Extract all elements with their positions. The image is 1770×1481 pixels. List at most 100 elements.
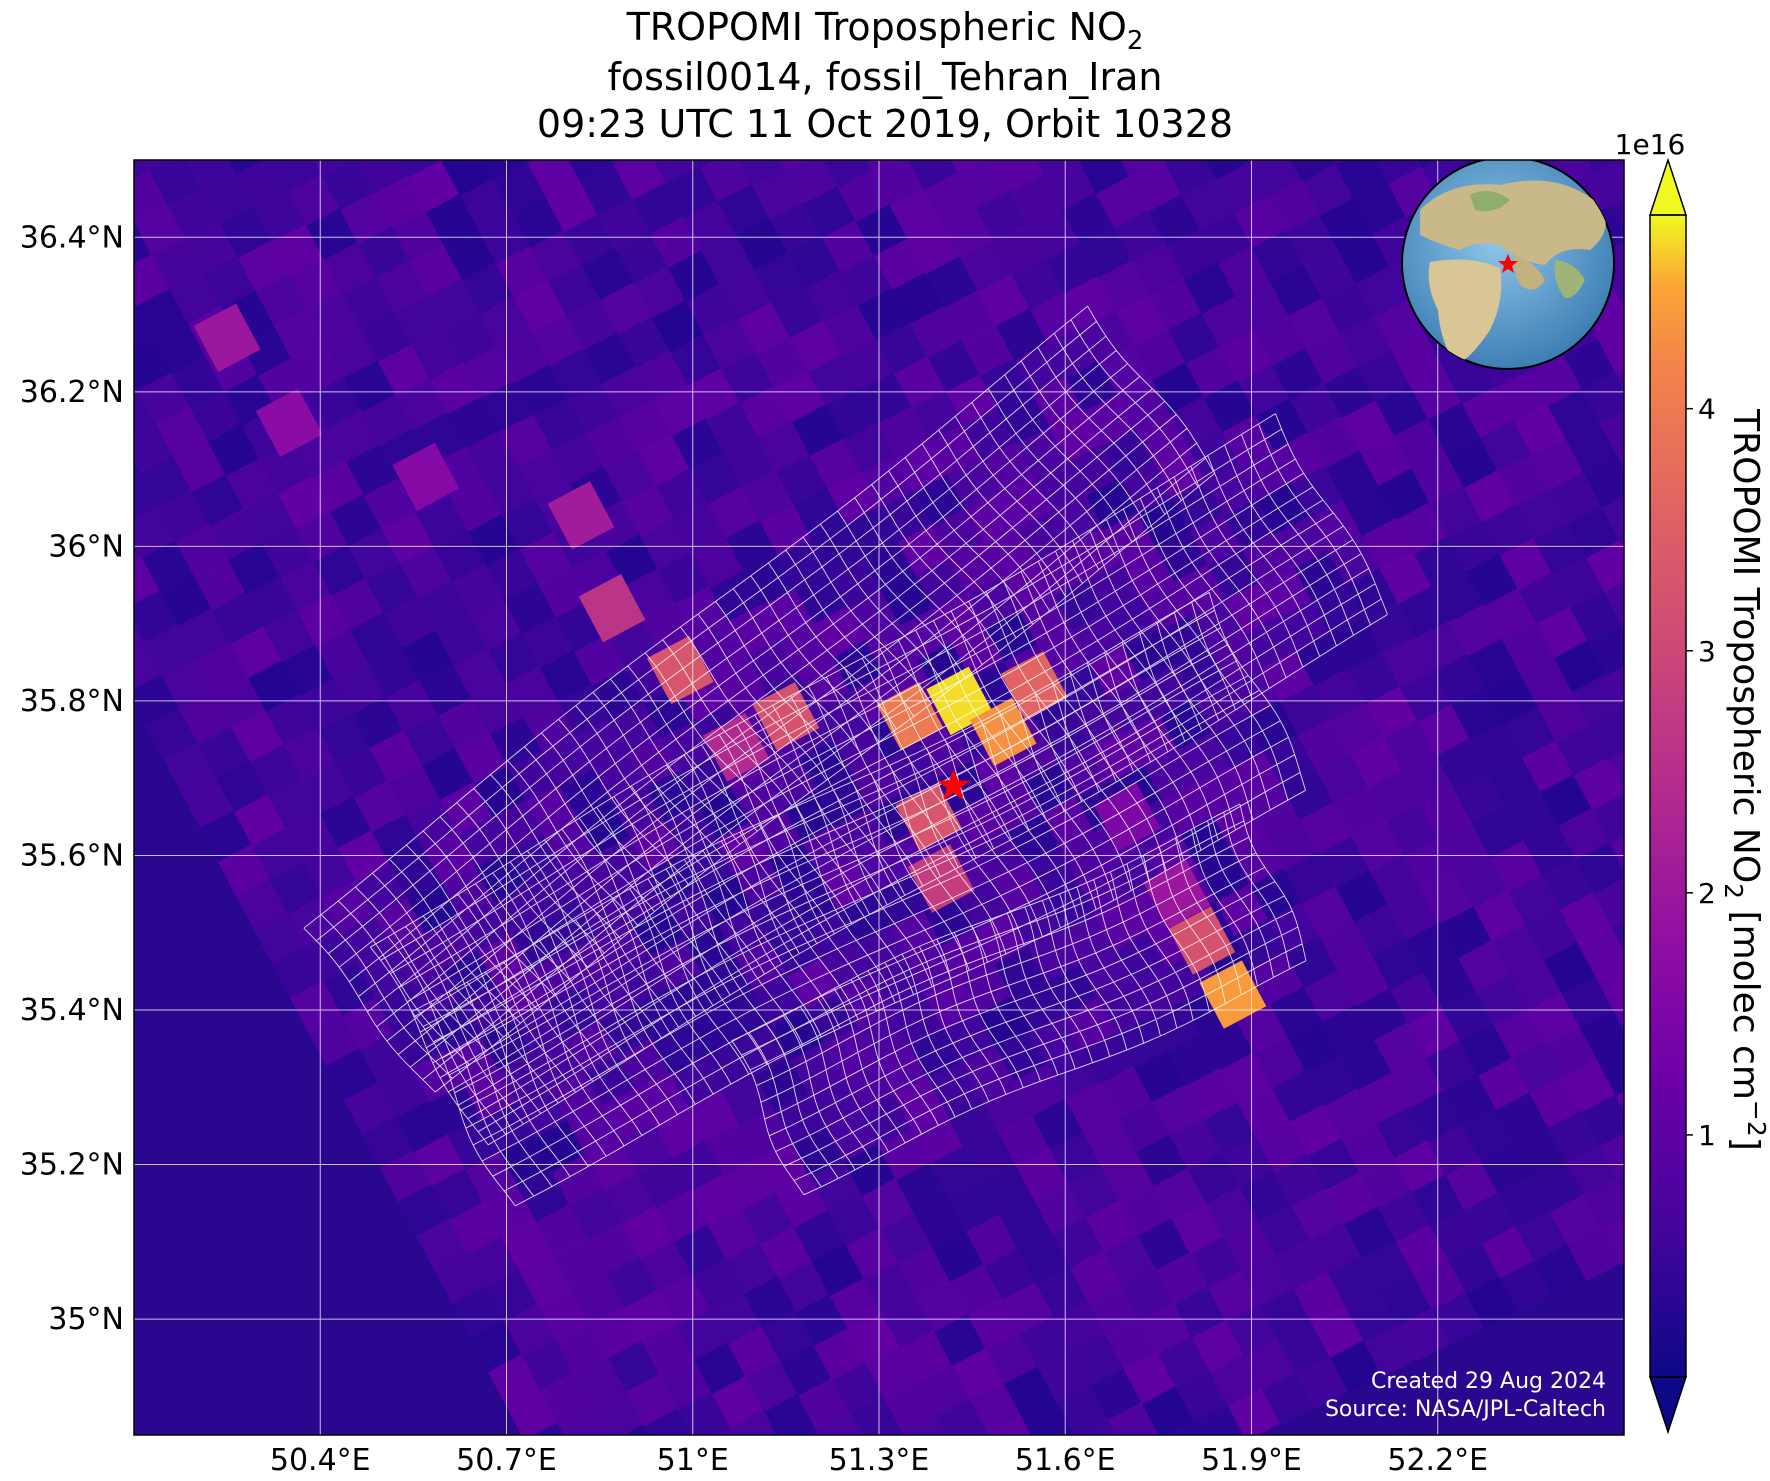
no2-pixel xyxy=(1307,416,1361,470)
no2-pixel xyxy=(1390,972,1443,1026)
no2-pixel xyxy=(1126,714,1179,768)
no2-pixel xyxy=(1124,1352,1177,1406)
no2-pixel xyxy=(537,566,591,620)
no2-pixel xyxy=(327,410,381,464)
no2-pixel xyxy=(858,288,911,342)
no2-pixel xyxy=(1206,1186,1259,1240)
no2-pixel xyxy=(1088,1284,1141,1338)
no2-pixel xyxy=(862,456,915,510)
no2-pixel xyxy=(639,518,693,572)
no2-pixel xyxy=(303,846,357,900)
no2-pixel xyxy=(703,1040,757,1094)
no2-pixel xyxy=(1346,1290,1399,1344)
no2-pixel xyxy=(455,732,509,786)
no2-pixel xyxy=(684,200,737,254)
no2-pixel xyxy=(452,564,505,618)
no2-pixel xyxy=(1362,1240,1415,1294)
no2-pixel xyxy=(295,510,349,564)
no2-pixel xyxy=(771,286,825,340)
no2-pixel xyxy=(1306,1054,1359,1108)
no2-pixel xyxy=(426,194,479,248)
no2-pixel xyxy=(788,958,841,1012)
no2-pixel xyxy=(144,624,197,678)
no2-pixel xyxy=(1136,1134,1189,1188)
x-tick-label: 51°E xyxy=(657,1443,729,1478)
no2-pixel xyxy=(1217,246,1271,300)
no2-pixel xyxy=(1398,586,1451,640)
no2-pixel xyxy=(1048,1048,1101,1102)
no2-pixel xyxy=(1019,1316,1073,1370)
no2-pixel xyxy=(297,594,351,648)
no2-pixel xyxy=(1022,1400,1075,1435)
no2-pixel xyxy=(560,768,613,822)
no2-pixel xyxy=(1505,790,1559,844)
no2-pixel xyxy=(253,912,307,966)
no2-pixel xyxy=(735,218,789,272)
no2-pixel xyxy=(677,1392,731,1435)
no2-pixel xyxy=(1386,804,1439,858)
no2-pixel xyxy=(827,1194,881,1248)
no2-pixel xyxy=(1315,752,1369,806)
no2-pixel xyxy=(782,1428,835,1435)
no2-pixel xyxy=(1300,802,1353,856)
no2-pixel xyxy=(1444,1074,1497,1128)
no2-pixel xyxy=(1500,538,1553,592)
colorbar-extend-min xyxy=(1648,1376,1688,1435)
no2-pixel xyxy=(1504,706,1557,760)
no2-pixel xyxy=(1356,266,1409,320)
no2-pixel xyxy=(824,304,877,358)
no2-pixel xyxy=(1289,382,1343,436)
no2-pixel xyxy=(435,614,489,668)
no2-pixel xyxy=(1590,708,1624,762)
no2-pixel xyxy=(738,302,791,356)
no2-pixel xyxy=(395,1100,449,1154)
no2-pixel xyxy=(202,172,255,226)
no2-pixel xyxy=(1167,312,1221,366)
no2-pixel xyxy=(174,440,227,494)
no2-pixel xyxy=(342,276,395,330)
no2-pixel xyxy=(1228,1388,1281,1435)
no2-pixel xyxy=(809,1160,863,1214)
no2-pixel xyxy=(575,718,629,772)
no2-pixel xyxy=(231,710,285,764)
no2-pixel xyxy=(1116,1016,1169,1070)
no2-pixel xyxy=(315,628,369,682)
no2-pixel xyxy=(1334,786,1387,840)
no2-pixel xyxy=(1478,1058,1531,1112)
no2-pixel xyxy=(1486,672,1539,726)
no2-pixel xyxy=(322,160,375,212)
no2-pixel xyxy=(792,1126,845,1180)
no2-pixel xyxy=(719,268,773,322)
no2-pixel xyxy=(1204,1102,1257,1156)
no2-pixel xyxy=(1414,1258,1467,1312)
no2-pixel xyxy=(723,1158,777,1212)
no2-pixel xyxy=(856,926,909,980)
no2-pixel xyxy=(377,344,431,398)
no2-pixel xyxy=(739,386,793,440)
no2-pixel xyxy=(1355,988,1409,1042)
no2-pixel xyxy=(1118,1100,1171,1154)
no2-pixel xyxy=(984,1248,1037,1302)
no2-pixel xyxy=(746,1360,799,1414)
no2-pixel xyxy=(948,1180,1001,1234)
no2-pixel xyxy=(608,1340,661,1394)
no2-pixel xyxy=(177,608,231,662)
no2-pixel xyxy=(140,456,193,510)
no2-pixel xyxy=(335,746,389,800)
no2-pixel xyxy=(1291,1188,1345,1242)
no2-pixel xyxy=(1176,1370,1229,1424)
no2-pixel xyxy=(698,788,751,842)
no2-pixel xyxy=(1514,1126,1567,1180)
no2-pixel xyxy=(884,1380,937,1434)
no2-pixel xyxy=(742,1192,795,1246)
no2-pixel xyxy=(1378,468,1431,522)
no2-pixel xyxy=(777,538,831,592)
no2-pixel xyxy=(759,504,813,558)
no2-pixel xyxy=(1100,1066,1153,1120)
no2-pixel xyxy=(306,208,359,262)
no2-pixel xyxy=(979,358,1033,412)
no2-pixel xyxy=(1548,1110,1601,1164)
no2-pixel xyxy=(350,612,403,666)
no2-pixel xyxy=(433,530,487,584)
no2-pixel xyxy=(1358,1072,1411,1126)
